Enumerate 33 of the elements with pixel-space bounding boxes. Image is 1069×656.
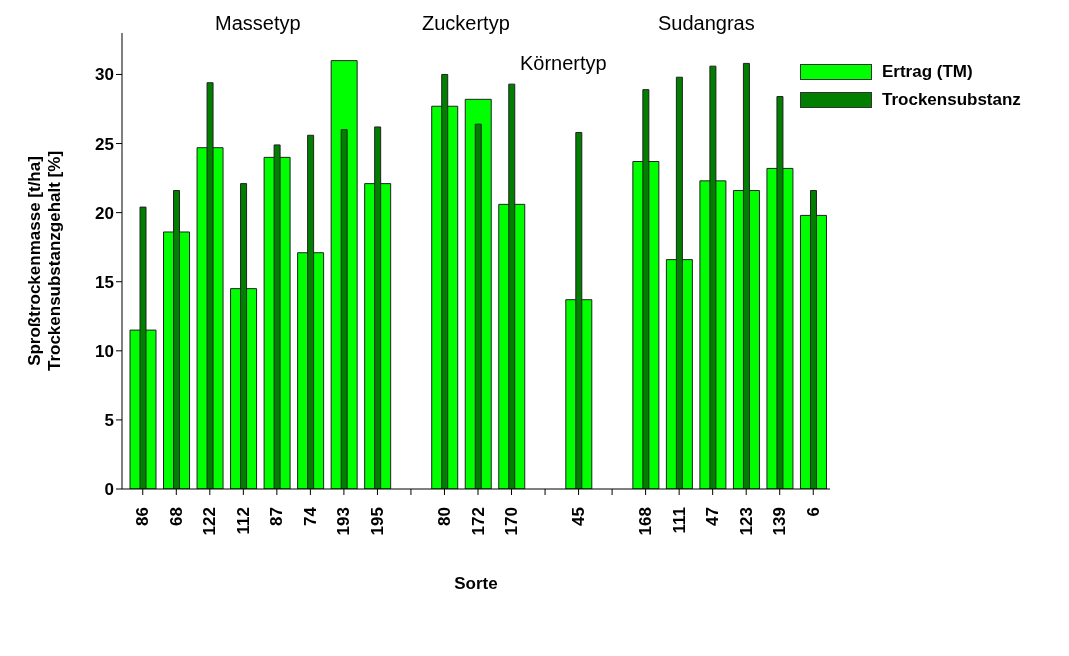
x-tick-label: 6 bbox=[803, 507, 823, 517]
x-tick-label: 45 bbox=[569, 507, 589, 526]
y-tick-label: 20 bbox=[95, 203, 114, 223]
x-tick-label: 195 bbox=[367, 507, 387, 536]
annotation: Sudangras bbox=[658, 12, 755, 35]
legend-label: Trockensubstanz bbox=[882, 90, 1021, 110]
x-tick-label: 193 bbox=[334, 507, 354, 536]
annotation: Zuckertyp bbox=[422, 12, 510, 35]
y-tick-label: 10 bbox=[95, 341, 114, 361]
x-tick-label: 139 bbox=[770, 507, 790, 536]
y-tick-label: 30 bbox=[95, 65, 114, 85]
x-tick-label: 87 bbox=[267, 507, 287, 526]
x-tick-label: 122 bbox=[200, 507, 220, 536]
x-tick-label: 86 bbox=[133, 507, 153, 526]
annotation: Körnertyp bbox=[520, 52, 607, 75]
x-tick-label: 168 bbox=[636, 507, 656, 536]
y-tick-label: 25 bbox=[95, 134, 114, 154]
y-tick-label: 5 bbox=[104, 410, 114, 430]
y-axis-title: Sproßtrockenmasse [t/ha] Trockensubstanzgehalt [%] bbox=[25, 150, 64, 372]
x-tick-label: 172 bbox=[468, 507, 488, 536]
x-axis-title: Sorte bbox=[454, 574, 498, 593]
x-tick-label: 112 bbox=[233, 507, 253, 535]
x-tick-label: 47 bbox=[703, 507, 723, 526]
legend-label: Ertrag (TM) bbox=[882, 62, 973, 82]
x-tick-label: 74 bbox=[300, 506, 320, 526]
y-tick-label: 0 bbox=[104, 480, 114, 500]
y-tick-label: 15 bbox=[95, 272, 114, 292]
x-tick-label: 80 bbox=[434, 507, 454, 526]
x-tick-label: 111 bbox=[669, 507, 689, 534]
x-tick-label: 170 bbox=[502, 507, 522, 536]
x-tick-label: 123 bbox=[736, 507, 756, 536]
annotation: Massetyp bbox=[215, 12, 301, 35]
x-tick-label: 68 bbox=[166, 507, 186, 526]
